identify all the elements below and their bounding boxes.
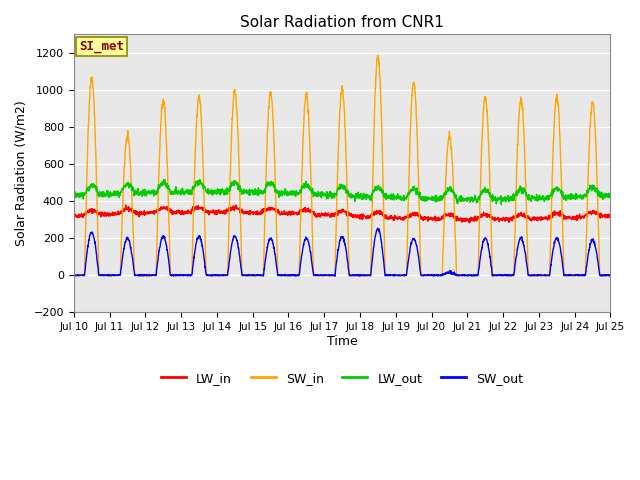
SW_out	[559, 269, 567, 275]
Line: SW_out: SW_out	[74, 228, 611, 276]
Legend: LW_in, SW_in, LW_out, SW_out: LW_in, SW_in, LW_out, SW_out	[156, 367, 528, 390]
LW_out	[575, 194, 582, 200]
LW_in	[70, 213, 77, 218]
SW_out	[575, 272, 582, 278]
LW_in	[358, 213, 365, 218]
LW_out	[497, 202, 505, 207]
SW_out	[369, 247, 377, 252]
Text: SI_met: SI_met	[79, 40, 124, 53]
Title: Solar Radiation from CNR1: Solar Radiation from CNR1	[240, 15, 444, 30]
SW_out	[207, 273, 215, 279]
LW_out	[358, 191, 365, 197]
LW_in	[369, 211, 377, 217]
SW_in	[70, 272, 77, 277]
LW_in	[465, 220, 473, 226]
SW_out	[499, 272, 506, 278]
SW_in	[358, 272, 365, 278]
SW_out	[220, 273, 227, 278]
SW_in	[143, 273, 150, 279]
X-axis label: Time: Time	[327, 335, 358, 348]
LW_out	[607, 193, 614, 199]
LW_out	[559, 196, 567, 202]
LW_out	[369, 188, 377, 193]
LW_out	[196, 177, 204, 182]
SW_in	[374, 53, 381, 59]
SW_in	[607, 272, 614, 278]
Line: SW_in: SW_in	[74, 56, 611, 276]
LW_out	[220, 190, 227, 196]
LW_out	[499, 197, 506, 203]
SW_in	[575, 271, 582, 277]
Line: LW_in: LW_in	[74, 205, 611, 223]
Line: LW_out: LW_out	[74, 180, 611, 204]
SW_in	[559, 256, 567, 262]
LW_in	[122, 202, 129, 208]
SW_out	[607, 273, 614, 278]
SW_in	[220, 272, 227, 278]
LW_in	[220, 208, 227, 214]
Y-axis label: Solar Radiation (W/m2): Solar Radiation (W/m2)	[15, 100, 28, 246]
SW_in	[369, 155, 377, 160]
SW_out	[358, 273, 365, 278]
LW_in	[559, 213, 567, 218]
SW_out	[374, 226, 381, 231]
SW_in	[499, 272, 506, 278]
LW_in	[607, 212, 614, 218]
LW_in	[575, 214, 582, 219]
SW_out	[70, 273, 77, 278]
LW_in	[499, 217, 506, 223]
LW_out	[70, 192, 77, 197]
